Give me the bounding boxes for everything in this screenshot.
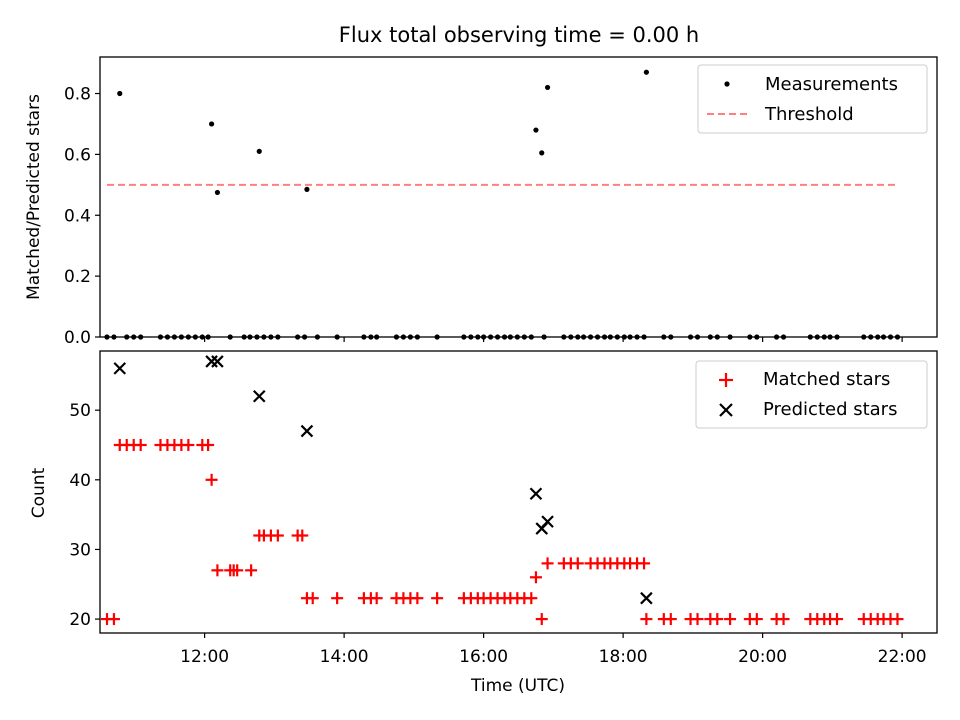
predicted-star-point bbox=[640, 591, 653, 605]
measurement-point bbox=[643, 69, 649, 75]
matched-star-point bbox=[831, 613, 844, 626]
y-tick-label: 0.4 bbox=[64, 206, 91, 226]
legend-measurements-marker bbox=[724, 81, 730, 87]
y-tick-label: 50 bbox=[69, 401, 91, 421]
bottom-y-axis-label: Count bbox=[29, 467, 49, 518]
legend-threshold-label: Threshold bbox=[764, 104, 854, 125]
top-panel: 0.00.20.40.60.8 Matched/Predicted stars … bbox=[24, 56, 938, 348]
predicted-star-point bbox=[529, 487, 543, 501]
matched-star-point bbox=[231, 564, 244, 577]
matched-star-point bbox=[541, 557, 554, 570]
matched-star-point bbox=[891, 613, 904, 626]
predicted-star-point bbox=[211, 355, 224, 368]
bottom-x-axis-label: Time (UTC) bbox=[470, 676, 565, 696]
matched-star-point bbox=[205, 473, 218, 486]
matched-star-point bbox=[664, 613, 677, 626]
matched-star-point bbox=[296, 529, 309, 542]
matched-star-point bbox=[134, 439, 147, 451]
measurement-point bbox=[117, 90, 123, 97]
x-tick-label: 20:00 bbox=[738, 647, 787, 667]
y-tick-label: 30 bbox=[69, 540, 91, 560]
bottom-y-ticks: 20 30 40 50 bbox=[69, 401, 100, 630]
measurement-point bbox=[533, 127, 539, 133]
measurement-point bbox=[304, 186, 310, 192]
y-tick-label: 40 bbox=[69, 471, 91, 491]
matched-star-point bbox=[724, 613, 737, 626]
matched-star-point bbox=[535, 613, 548, 626]
matched-star-point bbox=[107, 613, 120, 626]
top-y-axis-label: Matched/Predicted stars bbox=[24, 94, 44, 300]
x-tick-label: 12:00 bbox=[180, 647, 229, 667]
x-tick-label: 18:00 bbox=[599, 647, 648, 667]
legend-predicted-label: Predicted stars bbox=[763, 399, 897, 420]
y-tick-label: 0.2 bbox=[64, 267, 91, 287]
matched-star-point bbox=[211, 564, 224, 577]
legend-matched-label: Matched stars bbox=[763, 369, 890, 390]
matched-star-point bbox=[202, 439, 215, 451]
measurement-point bbox=[214, 189, 221, 196]
measurement-point bbox=[544, 84, 551, 91]
predicted-star-point bbox=[300, 424, 314, 438]
matched-star-point bbox=[571, 557, 584, 570]
y-tick-label: 0.8 bbox=[64, 85, 91, 105]
top-chart-title: Flux total observing time = 0.00 h bbox=[339, 23, 699, 47]
matched-star-point bbox=[691, 613, 704, 626]
matched-star-point bbox=[711, 613, 724, 626]
matched-star-point bbox=[331, 592, 344, 605]
predicted-star-point bbox=[252, 389, 266, 403]
x-tick-label: 16:00 bbox=[459, 647, 508, 667]
matched-star-point bbox=[271, 529, 284, 542]
y-tick-label: 0.6 bbox=[64, 145, 91, 165]
y-tick-label: 0.0 bbox=[64, 328, 91, 348]
top-legend-box bbox=[697, 64, 928, 134]
legend-predicted-marker bbox=[719, 403, 733, 417]
matched-star-point bbox=[431, 592, 444, 605]
measurement-point bbox=[539, 150, 545, 156]
x-tick-label: 22:00 bbox=[878, 647, 927, 667]
legend-measurements-label: Measurements bbox=[765, 74, 898, 95]
bottom-x-ticks: 12:00 14:00 16:00 18:00 20:00 22:00 bbox=[180, 633, 927, 667]
bottom-axes-frame bbox=[99, 350, 938, 634]
matched-star-point bbox=[411, 592, 424, 605]
bottom-plot-area bbox=[100, 355, 904, 626]
matched-star-point bbox=[529, 571, 542, 584]
bottom-legend-box bbox=[695, 360, 928, 429]
bottom-legend: Matched stars Predicted stars bbox=[695, 360, 928, 429]
top-x-ticks bbox=[204, 337, 903, 342]
matched-star-point bbox=[638, 557, 651, 570]
top-axes-frame bbox=[99, 56, 938, 338]
matched-star-point bbox=[525, 592, 538, 605]
top-y-ticks: 0.0 0.2 0.4 0.6 0.8 bbox=[64, 85, 100, 348]
matched-star-point bbox=[182, 439, 195, 451]
predicted-star-point bbox=[541, 515, 554, 528]
predicted-star-point bbox=[113, 362, 127, 375]
legend-matched-marker bbox=[719, 373, 733, 387]
y-tick-label: 20 bbox=[69, 610, 91, 630]
x-tick-label: 14:00 bbox=[320, 647, 369, 667]
matched-star-point bbox=[306, 592, 319, 605]
measurement-point bbox=[209, 121, 215, 127]
matched-star-point bbox=[640, 613, 653, 626]
measurement-point bbox=[256, 148, 262, 154]
matched-star-point bbox=[245, 564, 258, 577]
top-legend: Measurements Threshold bbox=[697, 64, 928, 134]
matched-star-point bbox=[750, 613, 763, 626]
matched-star-point bbox=[777, 613, 790, 626]
matched-star-point bbox=[370, 592, 383, 605]
